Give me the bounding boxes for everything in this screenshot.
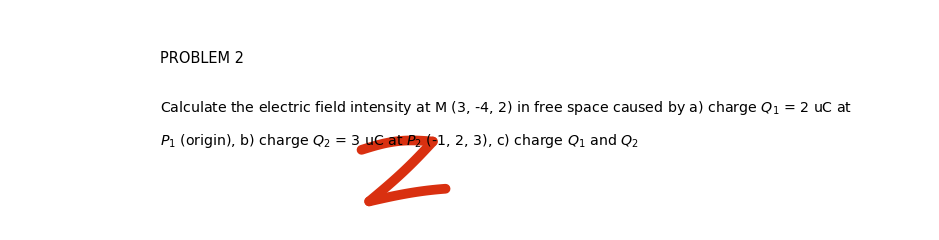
Text: $P_1$ (origin), b) charge $Q_2$ = 3 uC at $P_2$ (-1, 2, 3), c) charge $Q_1$ and : $P_1$ (origin), b) charge $Q_2$ = 3 uC a… [160,132,639,150]
Text: Calculate the electric field intensity at M (3, -4, 2) in free space caused by a: Calculate the electric field intensity a… [160,99,852,117]
Text: PROBLEM 2: PROBLEM 2 [160,51,243,66]
